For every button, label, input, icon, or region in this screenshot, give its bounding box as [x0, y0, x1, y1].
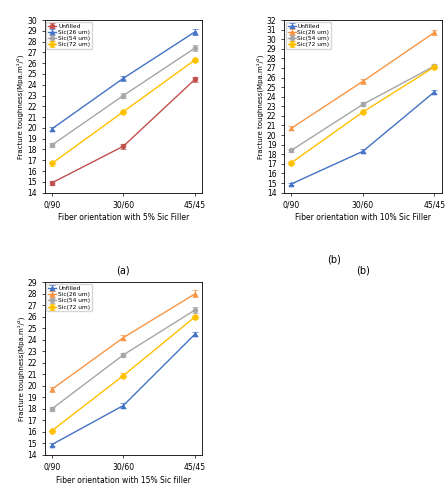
X-axis label: Fiber orientation with 10% Sic Filler: Fiber orientation with 10% Sic Filler [295, 214, 431, 222]
Text: (a): (a) [116, 265, 130, 275]
Y-axis label: Fracture toughness(Mpa.m¹/²): Fracture toughness(Mpa.m¹/²) [17, 316, 25, 421]
Y-axis label: Fracture toughness(Mpa.m¹/²): Fracture toughness(Mpa.m¹/²) [17, 54, 25, 158]
Y-axis label: Fracture toughness(Mpa.m¹/²): Fracture toughness(Mpa.m¹/²) [256, 54, 264, 158]
Legend: Unfilled, Sic(26 um), Sic(54 um), Sic(72 um): Unfilled, Sic(26 um), Sic(54 um), Sic(72… [46, 284, 92, 312]
Text: (b): (b) [356, 265, 370, 275]
Text: (b): (b) [327, 254, 342, 264]
X-axis label: Fiber orientation with 5% Sic Filler: Fiber orientation with 5% Sic Filler [58, 214, 189, 222]
Legend: Unfilled, Sic(26 um), Sic(54 um), Sic(72 um): Unfilled, Sic(26 um), Sic(54 um), Sic(72… [286, 22, 331, 49]
X-axis label: Fiber orientation with 15% Sic filler: Fiber orientation with 15% Sic filler [56, 476, 191, 485]
Legend: Unfilled, Sic(26 um), Sic(54 um), Sic(72 um): Unfilled, Sic(26 um), Sic(54 um), Sic(72… [46, 22, 92, 49]
